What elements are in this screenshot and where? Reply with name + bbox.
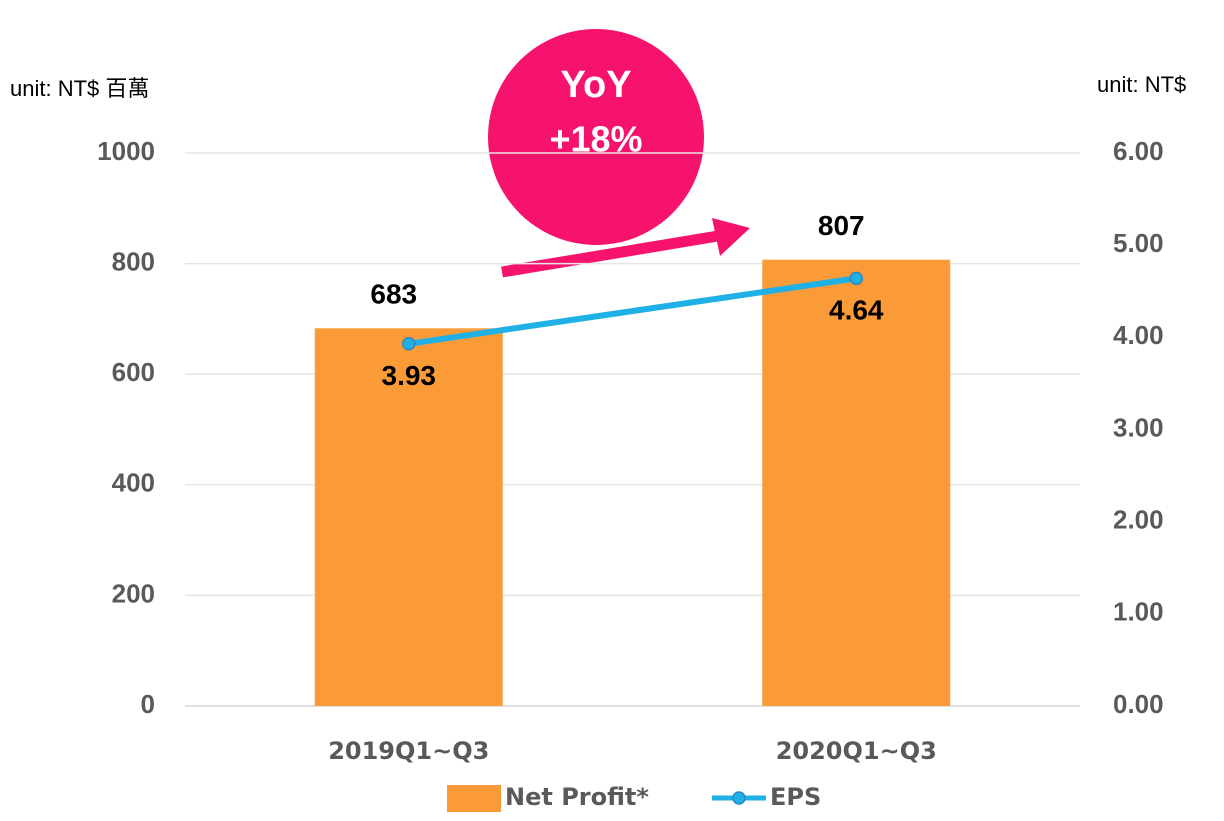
bar bbox=[314, 328, 503, 706]
y2-tick-label: 4.00 bbox=[1113, 320, 1164, 350]
yoy-arrow-head bbox=[712, 218, 750, 256]
bar bbox=[762, 259, 951, 706]
line bbox=[408, 275, 857, 347]
y-tick-label: 600 bbox=[112, 357, 155, 387]
y2-tick-label: 3.00 bbox=[1113, 412, 1164, 442]
y-tick-label: 400 bbox=[112, 468, 155, 498]
line-point bbox=[402, 337, 416, 351]
legend-label: EPS bbox=[770, 783, 821, 811]
yoy-title: YoY bbox=[560, 64, 631, 106]
line-data-label: 4.64 bbox=[829, 295, 884, 326]
line-data-label: 3.93 bbox=[382, 360, 437, 391]
y-tick-label: 0 bbox=[141, 689, 155, 719]
y-tick-label: 200 bbox=[112, 578, 155, 608]
yoy-arrow-shaft bbox=[501, 230, 719, 278]
y-axis-label: unit: NT$ 百萬 bbox=[10, 76, 149, 101]
legend-swatch-point bbox=[732, 791, 746, 805]
line-point bbox=[849, 271, 863, 286]
y2-axis-label: unit: NT$ bbox=[1097, 72, 1186, 97]
y2-tick-label: 1.00 bbox=[1113, 597, 1164, 627]
yoy-badge bbox=[488, 29, 704, 245]
y2-tick-label: 5.00 bbox=[1113, 228, 1164, 258]
y-tick-label: 1000 bbox=[97, 136, 155, 166]
y-tick-label: 800 bbox=[112, 246, 155, 276]
legend-label: Net Profit* bbox=[505, 783, 649, 811]
legend-swatch bbox=[447, 785, 501, 812]
bar-data-label: 683 bbox=[370, 279, 417, 310]
x-tick-label: 2019Q1~Q3 bbox=[328, 737, 489, 765]
bar-data-label: 807 bbox=[818, 210, 865, 241]
y2-tick-label: 2.00 bbox=[1113, 505, 1164, 535]
y2-tick-label: 6.00 bbox=[1113, 136, 1164, 166]
x-tick-label: 2020Q1~Q3 bbox=[776, 737, 937, 765]
y2-tick-label: 0.00 bbox=[1113, 689, 1164, 719]
